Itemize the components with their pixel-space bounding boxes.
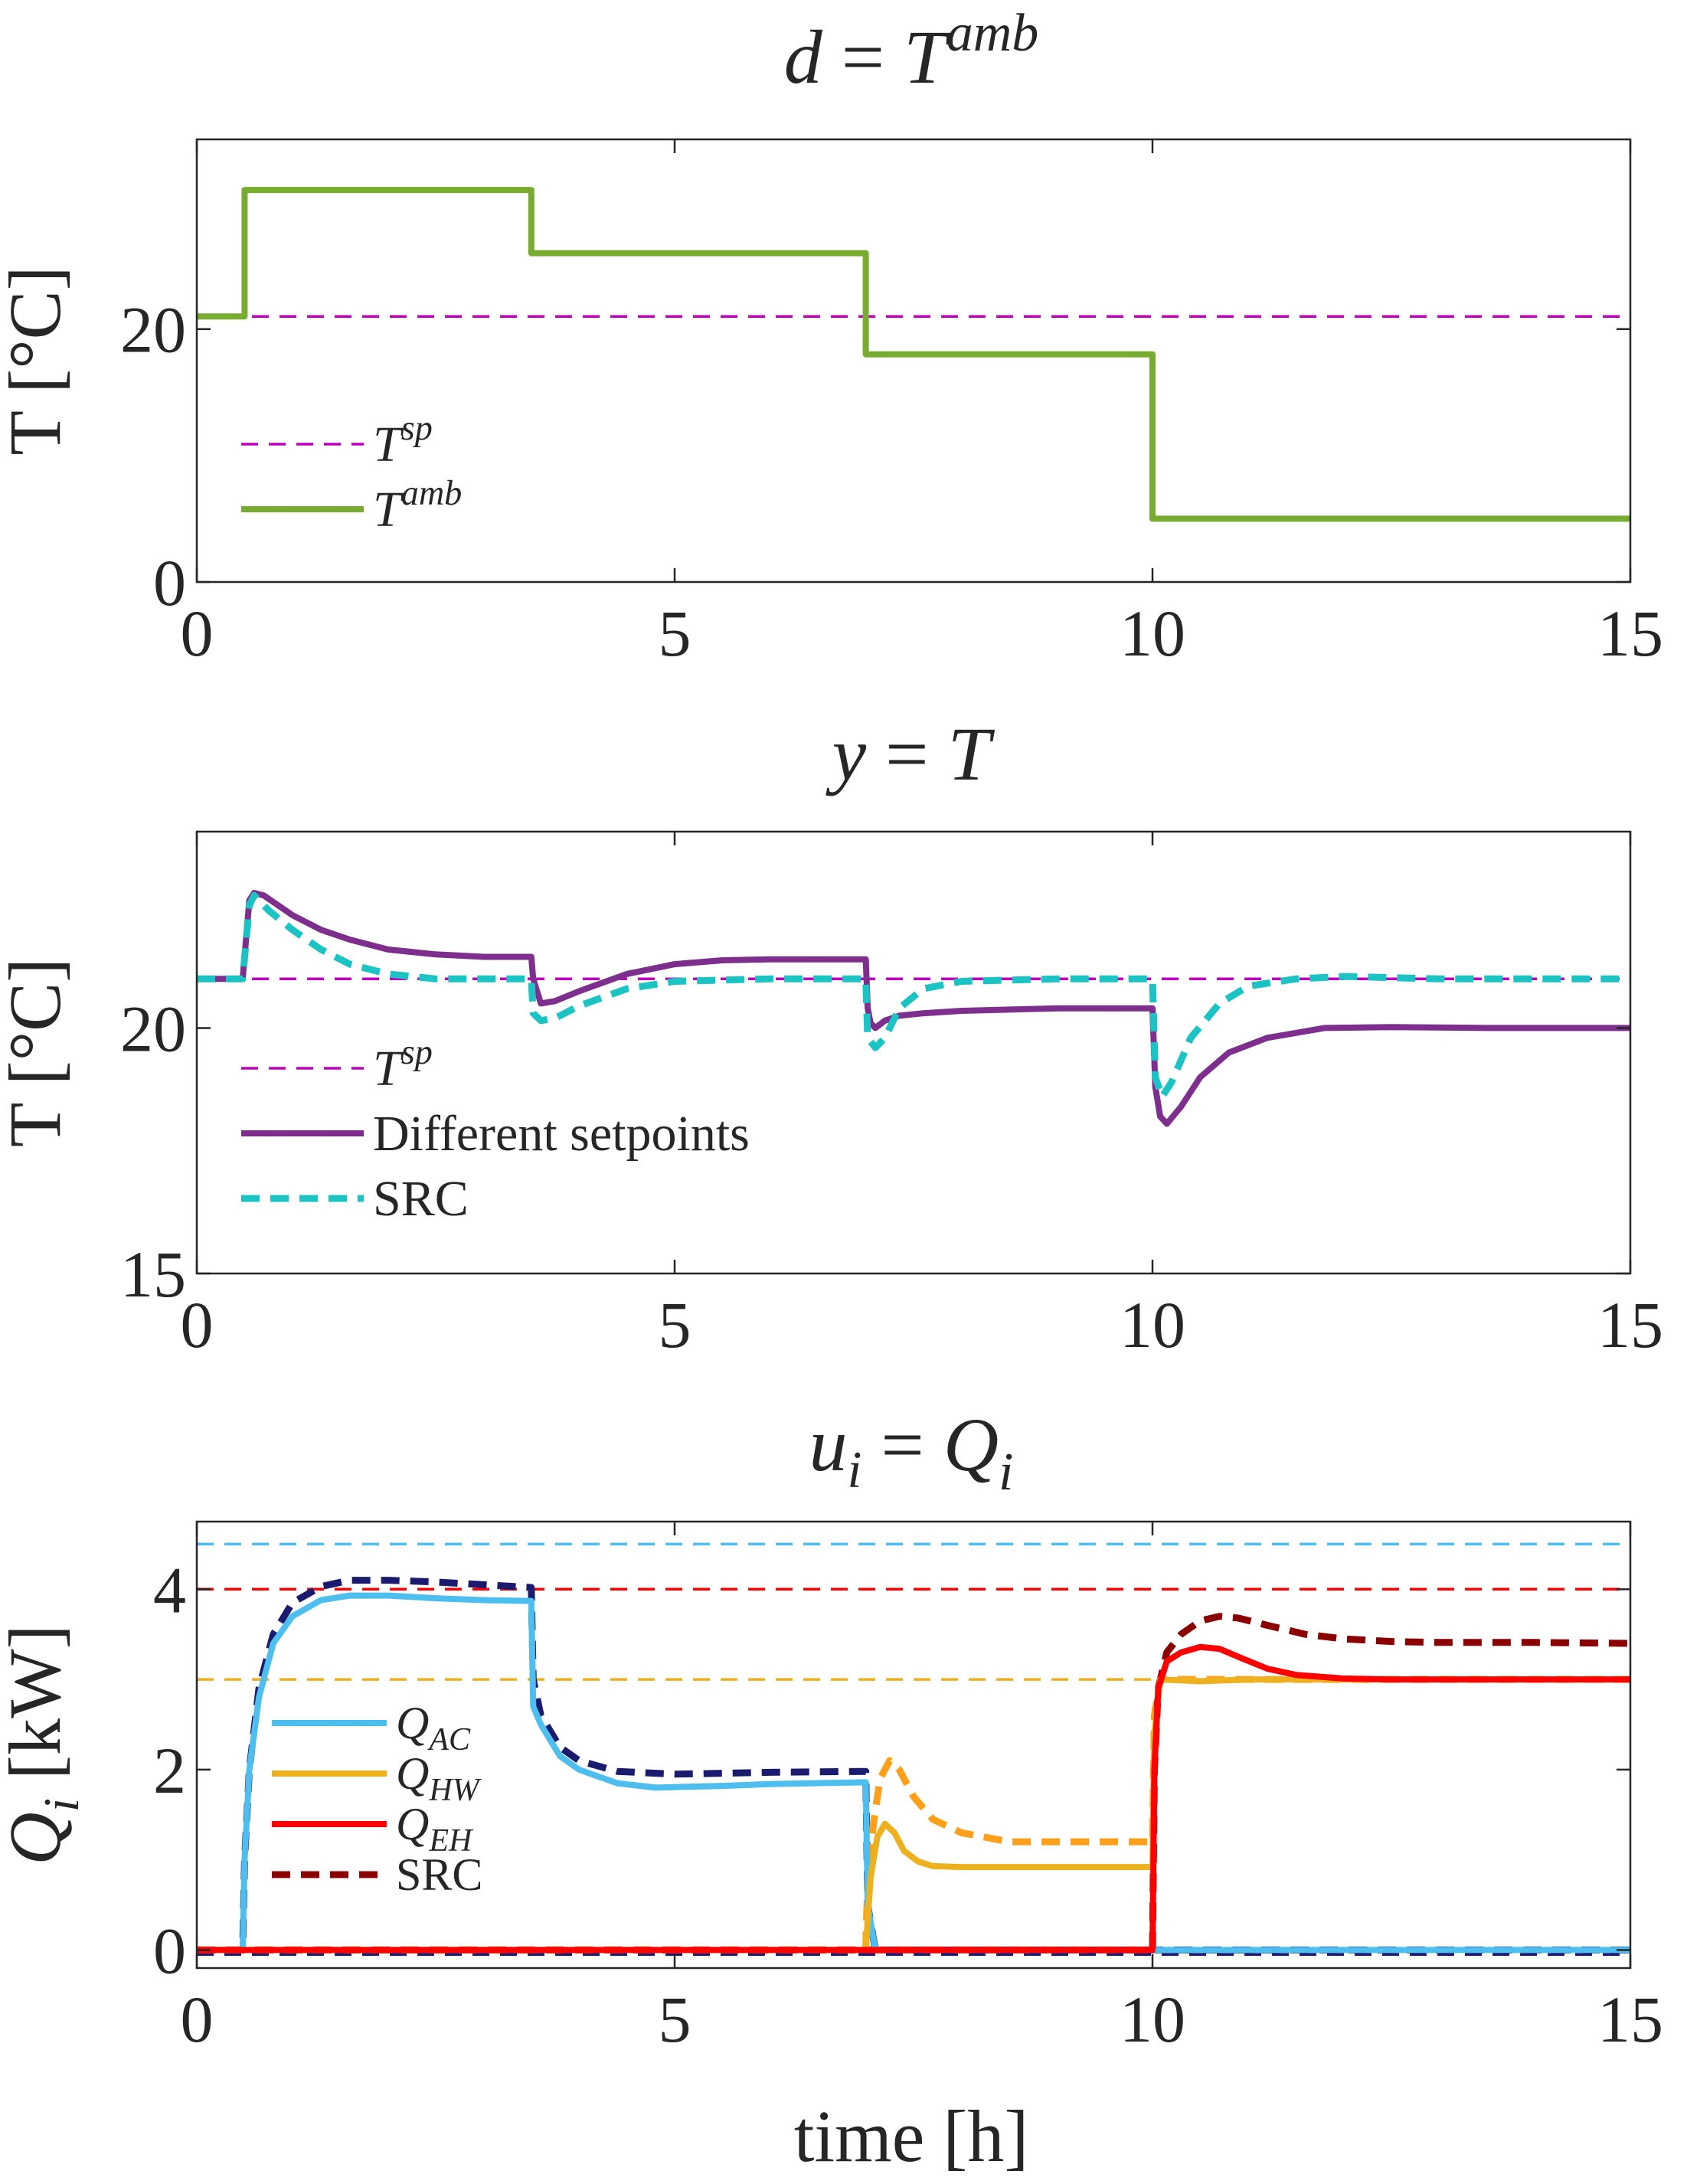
- legend-entry-label: SRC: [373, 1171, 469, 1227]
- x-tick-label: 5: [659, 1983, 691, 2056]
- legend-entry-label: Different setpoints: [373, 1106, 750, 1162]
- legend: Tsp Different setpoints SRC: [241, 1032, 750, 1227]
- legend-entry-label: Tamb: [373, 473, 462, 538]
- legend-entry-label: Tsp: [373, 408, 433, 472]
- y-tick-label: 0: [153, 1914, 186, 1987]
- x-tick-label: 10: [1120, 1288, 1185, 1362]
- x-axis-label: time [h]: [794, 2095, 1029, 2177]
- y-tick-label: 0: [153, 546, 186, 620]
- y-tick-label: 20: [120, 293, 186, 367]
- y-tick-label: 15: [120, 1237, 186, 1311]
- legend-entry-label: QHW: [396, 1748, 482, 1808]
- legend-entry-label: QAC: [396, 1698, 471, 1757]
- series-line-q-eh: [197, 1643, 1630, 1954]
- x-tick-label: 10: [1120, 597, 1185, 670]
- x-tick-label: 15: [1597, 597, 1663, 670]
- x-tick-label: 15: [1597, 1288, 1663, 1362]
- series-line-tamb: [197, 187, 1630, 522]
- y-axis-label: Qi [kW]: [0, 1624, 90, 1865]
- y-axis-label: T [°C]: [0, 958, 76, 1147]
- legend-entry-label: Tsp: [373, 1032, 433, 1097]
- x-tick-label: 15: [1597, 1983, 1663, 2056]
- series-group: [197, 890, 1630, 1127]
- chart-panel-2: 0 5 10 15 15 20 T [°C] y = T Tsp Different setpoi…: [0, 711, 1663, 1362]
- x-tick-label: 5: [659, 597, 691, 670]
- y-tick-label: 20: [120, 992, 186, 1065]
- x-tick-label: 0: [181, 1288, 214, 1362]
- series-line-q-ac: [197, 1592, 1630, 1954]
- chart-title: ui = Qi: [809, 1402, 1014, 1502]
- axes-box: [195, 1520, 1632, 1970]
- series-line-src: [197, 891, 1630, 1100]
- series-line-q-hw: [197, 1676, 1630, 1954]
- y-tick-label: 4: [153, 1553, 186, 1627]
- series-line-src-hw: [197, 1676, 1630, 1954]
- x-tick-label: 5: [659, 1288, 691, 1362]
- y-tick-label: 2: [153, 1734, 186, 1807]
- x-tick-label: 10: [1120, 1983, 1185, 2056]
- chart-title: d = Tamb: [784, 4, 1039, 100]
- x-tick-label: 0: [181, 1983, 214, 2056]
- axes-box: [195, 138, 1632, 584]
- y-axis-label: T [°C]: [0, 266, 76, 455]
- legend-entry-label: QEH: [396, 1799, 474, 1859]
- series-group: [197, 187, 1630, 522]
- plot-area: [197, 139, 1630, 582]
- chart-title: y = T: [826, 711, 996, 796]
- series-line-different-setpoints: [197, 890, 1630, 1127]
- axes-box: [195, 830, 1632, 1275]
- x-tick-label: 0: [181, 597, 214, 670]
- plot-area: [197, 832, 1630, 1273]
- series-group: [197, 1542, 1630, 1957]
- legend-entry-label: SRC: [396, 1849, 482, 1900]
